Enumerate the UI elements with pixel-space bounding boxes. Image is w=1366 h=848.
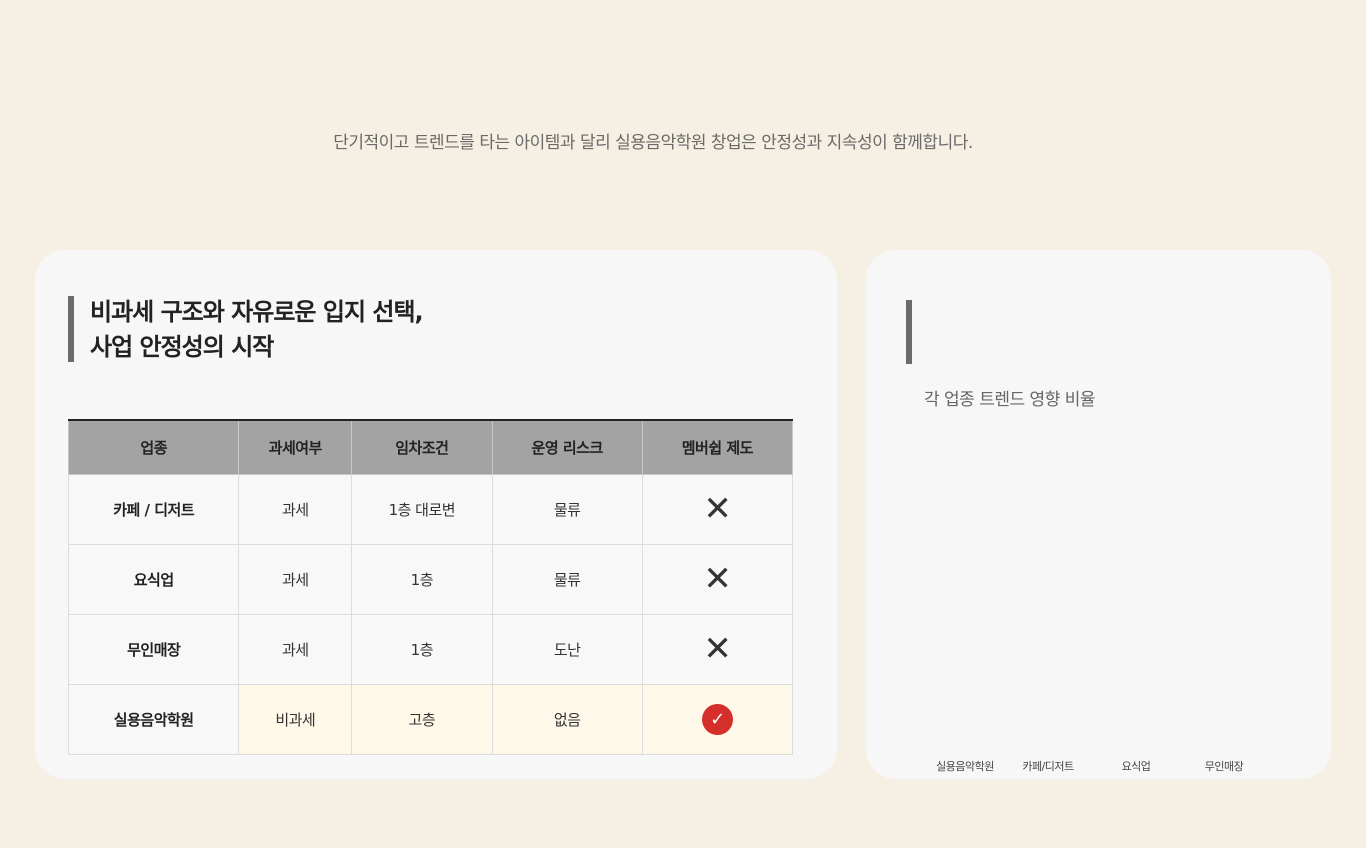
membership-cell: ✕ xyxy=(641,613,794,685)
heading-accent-bar xyxy=(906,300,912,364)
card-heading: 비과세 구조와 자유로운 입지 선택, 사업 안정성의 시작 xyxy=(90,295,424,365)
header-cell: 업종 xyxy=(67,419,240,475)
table-header: 업종 과세여부 임차조건 운영 리스크 멤버쉽 제도 xyxy=(67,419,794,475)
chart-label: 요식업 xyxy=(1121,760,1151,773)
section-subtitle: 단기적이고 트렌드를 타는 아이템과 달리 실용음악학원 창업은 안정성과 지속… xyxy=(333,133,973,153)
comparison-card: 비과세 구조와 자유로운 입지 선택, 사업 안정성의 시작 업종 과세여부 임… xyxy=(35,250,837,779)
business-type: 요식업 xyxy=(67,543,240,615)
check-icon: ✓ xyxy=(701,703,733,735)
membership-cell: ✓ xyxy=(641,683,794,755)
header-cell: 멤버쉽 제도 xyxy=(641,419,794,475)
heading-line-1: 비과세 구조와 자유로운 입지 선택, xyxy=(90,298,424,326)
heading-line-2: 사업 안정성의 시작 xyxy=(90,333,274,361)
x-icon: ✕ xyxy=(703,489,732,529)
tax-cell: 과세 xyxy=(238,613,353,685)
membership-cell: ✕ xyxy=(641,543,794,615)
lease-cell: 고층 xyxy=(351,683,493,755)
chart-title: 각 업종 트렌드 영향 비율 xyxy=(924,390,1096,410)
tax-cell: 비과세 xyxy=(238,683,353,755)
risk-cell: 물류 xyxy=(491,473,643,545)
lease-cell: 1층 xyxy=(351,543,493,615)
header-cell: 운영 리스크 xyxy=(491,419,643,475)
chart-label: 실용음악학원 xyxy=(936,760,994,773)
business-type: 실용음악학원 xyxy=(67,683,240,755)
header-cell: 과세여부 xyxy=(238,419,353,475)
table-row: 무인매장 과세 1층 도난 ✕ xyxy=(67,613,794,685)
x-icon: ✕ xyxy=(703,559,732,599)
chart-label: 무인매장 xyxy=(1204,760,1244,773)
table-row: 카페 / 디저트 과세 1층 대로변 물류 ✕ xyxy=(67,473,794,545)
risk-cell: 도난 xyxy=(491,613,643,685)
table-row-highlighted: 실용음악학원 비과세 고층 없음 ✓ xyxy=(67,683,794,755)
membership-cell: ✕ xyxy=(641,473,794,545)
chart-label: 카페/디저트 xyxy=(1022,760,1074,773)
trend-chart-card: 각 업종 트렌드 영향 비율 실용음악학원 카페/디저트 요식업 무인매장 xyxy=(866,250,1331,779)
header-cell: 임차조건 xyxy=(351,419,493,475)
business-type: 무인매장 xyxy=(67,613,240,685)
tax-cell: 과세 xyxy=(238,543,353,615)
x-icon: ✕ xyxy=(703,629,732,669)
lease-cell: 1층 xyxy=(351,613,493,685)
tax-cell: 과세 xyxy=(238,473,353,545)
table-row: 요식업 과세 1층 물류 ✕ xyxy=(67,543,794,615)
comparison-table: 업종 과세여부 임차조건 운영 리스크 멤버쉽 제도 카페 / 디저트 과세 1… xyxy=(67,419,794,755)
heading-accent-bar xyxy=(68,296,74,362)
lease-cell: 1층 대로변 xyxy=(351,473,493,545)
risk-cell: 없음 xyxy=(491,683,643,755)
risk-cell: 물류 xyxy=(491,543,643,615)
business-type: 카페 / 디저트 xyxy=(67,473,240,545)
